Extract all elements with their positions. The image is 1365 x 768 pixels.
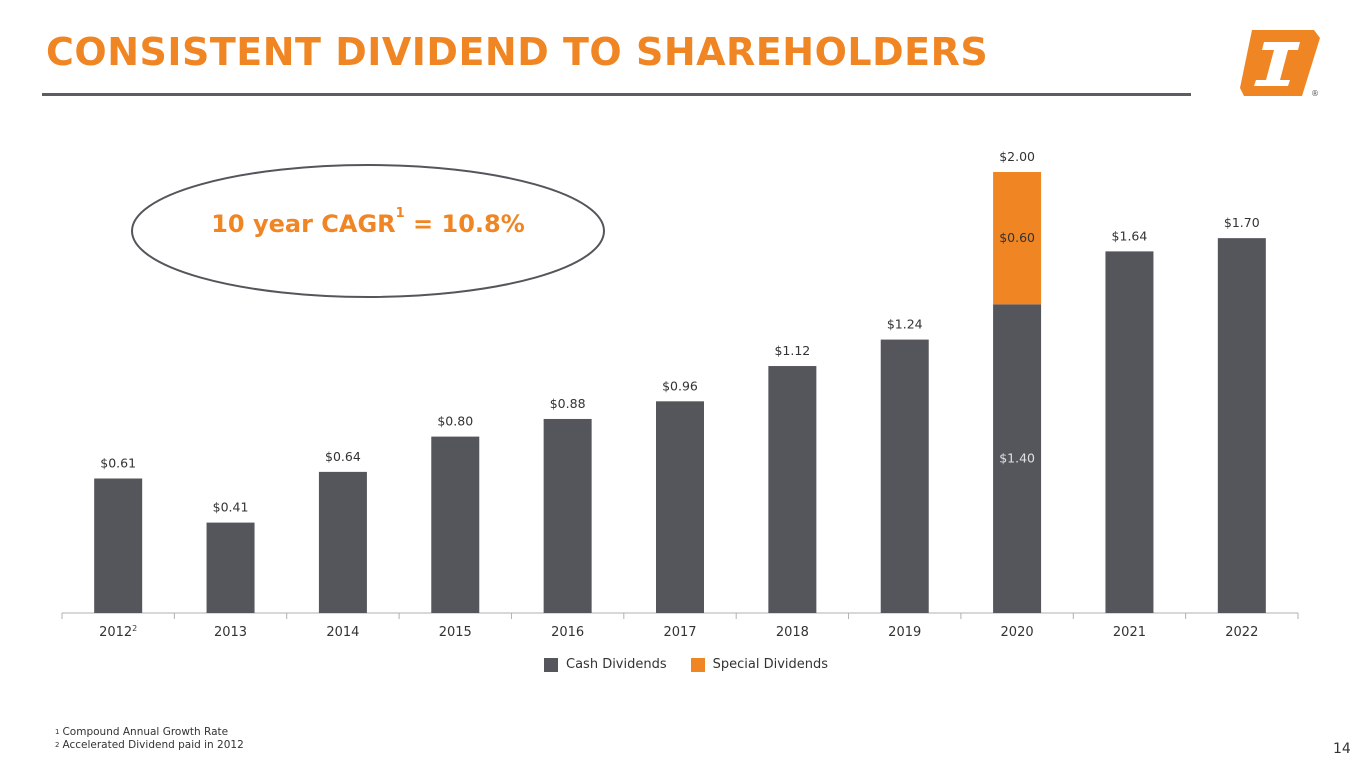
bar-cash-2012 xyxy=(94,478,143,613)
category-label-2022: 2022 xyxy=(1225,625,1258,640)
category-label-2018: 2018 xyxy=(776,625,809,640)
segment-label-cash-2020: $1.40 xyxy=(999,451,1035,466)
footnote-2: 2 Accelerated Dividend paid in 2012 xyxy=(55,739,244,752)
bar-cash-2019 xyxy=(880,339,929,613)
footnotes: 1 Compound Annual Growth Rate 2 Accelerate… xyxy=(55,726,244,752)
category-label-2016: 2016 xyxy=(551,625,584,640)
page-number: 14 xyxy=(1333,741,1351,757)
bar-special-2020 xyxy=(993,172,1042,305)
footnote-text: Compound Annual Growth Rate xyxy=(62,726,229,738)
callout-ellipse xyxy=(131,164,605,298)
bar-cash-2016 xyxy=(543,418,592,613)
segment-label-special-2020: $0.60 xyxy=(999,230,1035,245)
registered-mark: ® xyxy=(1311,89,1319,98)
total-label-2012: $0.61 xyxy=(100,455,136,470)
legend-label-special: Special Dividends xyxy=(712,657,829,672)
total-label-2015: $0.80 xyxy=(437,414,473,429)
category-label-2021: 2021 xyxy=(1113,625,1146,640)
category-label-2014: 2014 xyxy=(326,625,359,640)
category-label-2019: 2019 xyxy=(888,625,921,640)
bar-cash-2022 xyxy=(1217,238,1266,613)
total-label-2018: $1.12 xyxy=(774,343,810,358)
bar-cash-2017 xyxy=(656,401,704,613)
bar-cash-2020 xyxy=(993,304,1042,613)
chart-legend: Cash Dividends Special Dividends xyxy=(544,657,852,672)
cagr-callout: 10 year CAGR1 = 10.8% xyxy=(130,163,606,299)
total-label-2014: $0.64 xyxy=(325,449,361,464)
bar-cash-2021 xyxy=(1105,251,1154,613)
cagr-text: 10 year CAGR1 = 10.8% xyxy=(130,206,606,238)
bar-cash-2018 xyxy=(768,366,817,613)
category-label-2012: 20122 xyxy=(99,624,137,640)
legend-item-cash: Cash Dividends xyxy=(544,657,667,672)
total-label-2013: $0.41 xyxy=(213,500,249,515)
legend-item-special: Special Dividends xyxy=(690,657,829,672)
footnote-1: 1 Compound Annual Growth Rate xyxy=(55,726,244,739)
total-label-2016: $0.88 xyxy=(550,396,586,411)
legend-swatch-special xyxy=(690,657,705,672)
slide-title: CONSISTENT DIVIDEND TO SHAREHOLDERS xyxy=(46,30,989,74)
category-label-2017: 2017 xyxy=(663,625,696,640)
cagr-footnote-mark: 1 xyxy=(395,206,405,221)
total-label-2021: $1.64 xyxy=(1112,228,1148,243)
cagr-label: 10 year CAGR xyxy=(211,210,396,238)
category-label-2020: 2020 xyxy=(1001,625,1034,640)
company-logo-icon xyxy=(1240,30,1320,96)
category-footnote-mark: 2 xyxy=(132,624,137,633)
total-label-2022: $1.70 xyxy=(1224,215,1260,230)
category-label-2013: 2013 xyxy=(214,625,247,640)
title-divider xyxy=(42,93,1191,96)
footnote-mark: 2 xyxy=(55,741,60,749)
footnote-text: Accelerated Dividend paid in 2012 xyxy=(62,739,244,751)
total-label-2019: $1.24 xyxy=(887,317,923,332)
total-label-2020: $2.00 xyxy=(999,149,1035,164)
bar-cash-2013 xyxy=(206,522,255,613)
total-label-2017: $0.96 xyxy=(662,378,698,393)
bar-cash-2015 xyxy=(431,436,480,613)
legend-label-cash: Cash Dividends xyxy=(566,657,667,672)
category-label-2015: 2015 xyxy=(439,625,472,640)
legend-swatch-cash xyxy=(544,657,558,672)
footnote-mark: 1 xyxy=(55,728,60,736)
bar-cash-2014 xyxy=(318,471,367,613)
cagr-value: = 10.8% xyxy=(404,210,525,238)
